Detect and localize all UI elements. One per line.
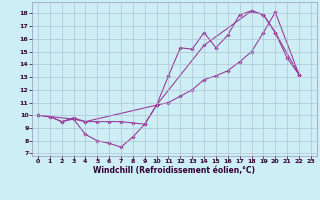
X-axis label: Windchill (Refroidissement éolien,°C): Windchill (Refroidissement éolien,°C) xyxy=(93,166,255,175)
